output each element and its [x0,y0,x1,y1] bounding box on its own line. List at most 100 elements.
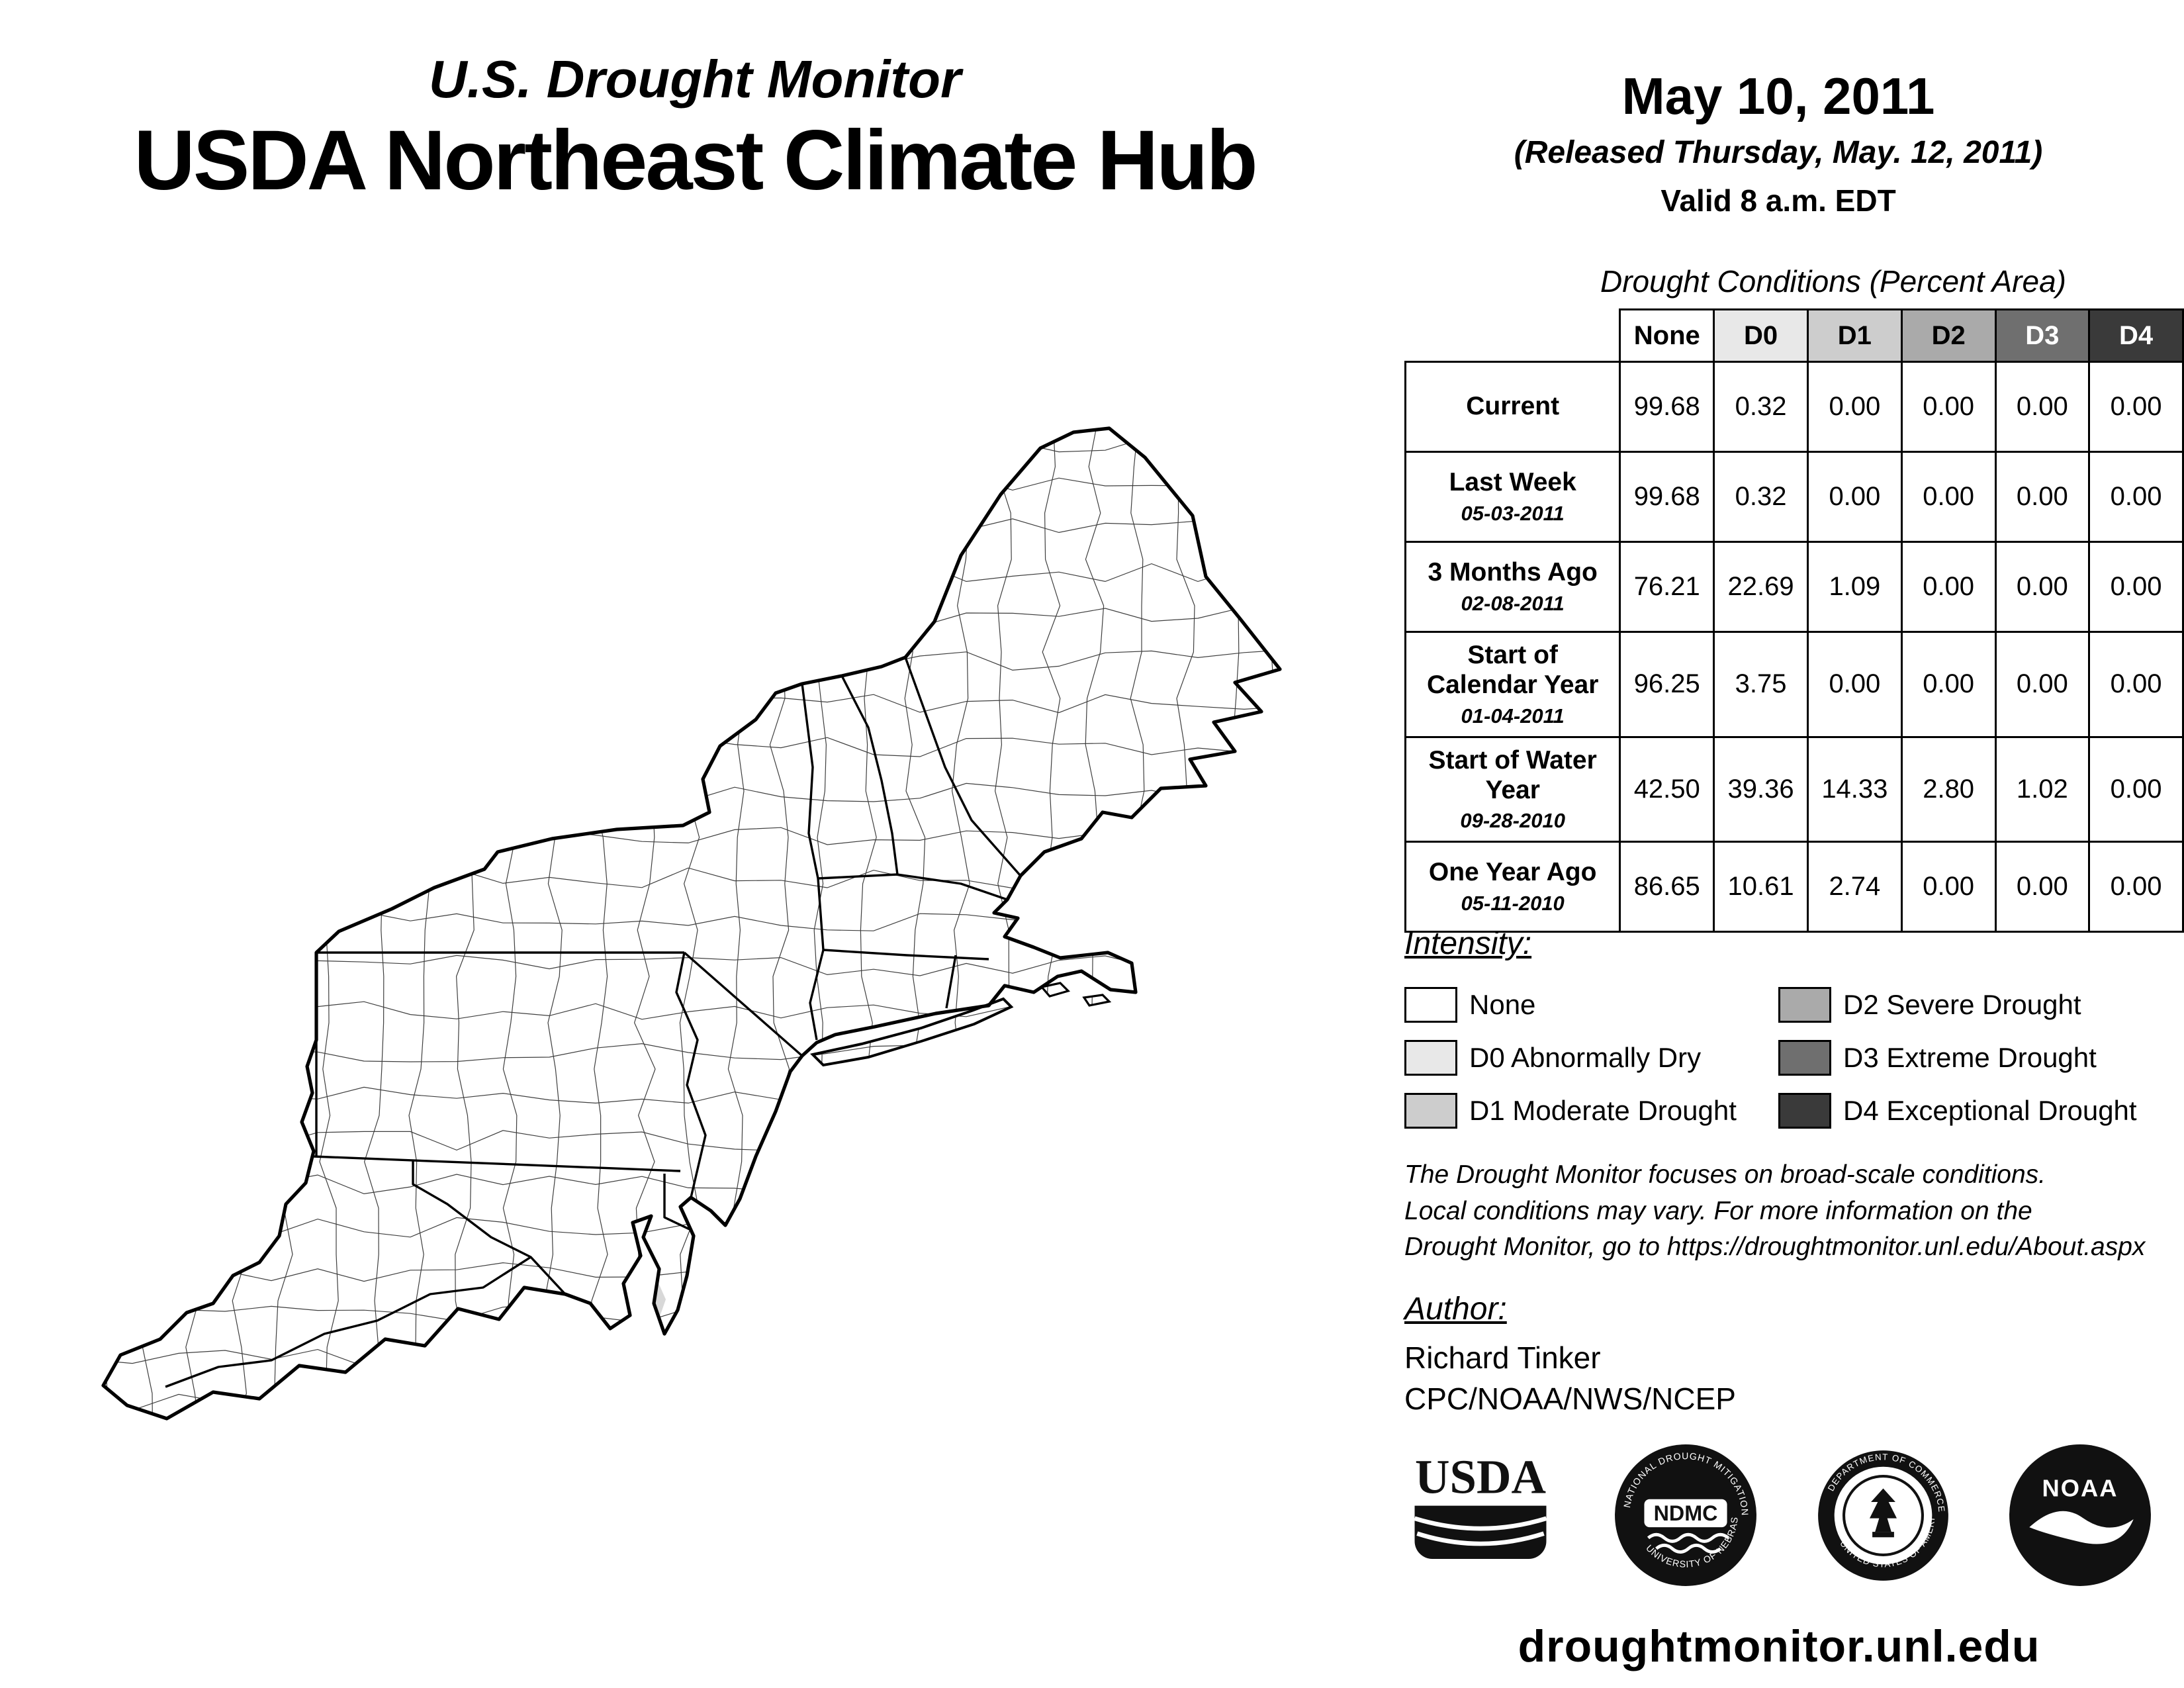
value-cell: 0.00 [2088,631,2184,738]
legend-label: None [1469,989,1536,1020]
legend-swatch-d2 [1778,987,1831,1023]
logo-row: USDA NATIONAL DROUGHT MITIGATION CENTER … [1404,1433,2154,1592]
row-header: Start of Calendar Year 01-04-2011 [1404,631,1621,738]
row-header: 3 Months Ago 02-08-2011 [1404,541,1621,633]
author-org: CPC/NOAA/NWS/NCEP [1404,1382,1736,1416]
ndmc-logo-text: NDMC [1654,1501,1718,1525]
noaa-logo: NOAA [2007,1442,2154,1592]
legend-label: D2 Severe Drought [1843,989,2081,1020]
value-cell: 0.00 [1900,451,1997,543]
row-date: 05-03-2011 [1461,501,1565,525]
legend-item-d2: D2 Severe Drought [1778,987,2159,1023]
table-header-row: None D0 D1 D2 D3 D4 [1405,308,2184,363]
value-cell: 0.00 [2088,451,2184,543]
usda-logo-text: USDA [1415,1450,1546,1504]
col-header-none: None [1619,308,1715,363]
row-header: Current [1404,361,1621,453]
value-cell: 0.00 [2088,361,2184,453]
value-cell: 10.61 [1713,841,1809,933]
col-header-d2: D2 [1900,308,1997,363]
value-cell: 0.00 [1994,361,2091,453]
legend-item-none: None [1404,987,1778,1023]
col-header-d1: D1 [1806,308,1903,363]
value-cell: 0.00 [1806,361,1903,453]
legend-label: D4 Exceptional Drought [1843,1095,2137,1126]
value-cell: 0.00 [2088,735,2184,843]
table-row-last-week: Last Week 05-03-2011 99.68 0.32 0.00 0.0… [1404,451,2184,543]
value-cell: 0.00 [1994,841,2091,933]
value-cell: 2.80 [1900,735,1997,843]
table-row-3-months-ago: 3 Months Ago 02-08-2011 76.21 22.69 1.09… [1404,541,2184,633]
value-cell: 1.02 [1994,735,2091,843]
value-cell: 22.69 [1713,541,1809,633]
col-header-d0: D0 [1713,308,1809,363]
legend-swatch-d1 [1404,1093,1457,1129]
value-cell: 0.00 [1900,361,1997,453]
value-cell: 0.32 [1713,451,1809,543]
value-cell: 39.36 [1713,735,1809,843]
legend-item-d3: D3 Extreme Drought [1778,1040,2159,1076]
col-header-d4: D4 [2088,308,2184,363]
monitor-title: U.S. Drought Monitor [428,50,962,109]
northeast-map-svg [86,420,1330,1479]
value-cell: 0.00 [1900,631,1997,738]
usda-logo: USDA [1404,1442,1557,1591]
legend-swatch-d3 [1778,1040,1831,1076]
value-cell: 0.00 [1806,631,1903,738]
value-cell: 2.74 [1806,841,1903,933]
row-date: 02-08-2011 [1461,591,1565,615]
intensity-heading: Intensity: [1404,926,1532,961]
legend-item-d4: D4 Exceptional Drought [1778,1093,2159,1129]
drought-conditions-table: None D0 D1 D2 D3 D4 Current 99.68 0.32 0… [1404,308,2184,933]
value-cell: 0.00 [1806,451,1903,543]
value-cell: 86.65 [1619,841,1715,933]
row-label: Current [1466,392,1560,421]
author-name: Richard Tinker [1404,1340,1601,1375]
table-row-one-year-ago: One Year Ago 05-11-2010 86.65 10.61 2.74… [1404,841,2184,933]
title-block: U.S. Drought Monitor USDA Northeast Clim… [40,52,1350,205]
table-row-current: Current 99.68 0.32 0.00 0.00 0.00 0.00 [1404,361,2184,453]
value-cell: 0.32 [1713,361,1809,453]
commerce-eagle-emblem [1869,1488,1897,1532]
author-heading: Author: [1404,1291,1507,1327]
northeast-drought-map [86,420,1330,1479]
row-header: Start of Water Year 09-28-2010 [1404,735,1621,843]
value-cell: 3.75 [1713,631,1809,738]
row-label: Start of Calendar Year [1426,641,1599,699]
value-cell: 76.21 [1619,541,1715,633]
legend-label: D1 Moderate Drought [1469,1095,1737,1126]
row-header: Last Week 05-03-2011 [1404,451,1621,543]
value-cell: 0.00 [1900,841,1997,933]
table-row-start-water-year: Start of Water Year 09-28-2010 42.50 39.… [1404,735,2184,843]
disclaimer-line: The Drought Monitor focuses on broad-sca… [1404,1160,2046,1189]
row-header: One Year Ago 05-11-2010 [1404,841,1621,933]
legend-swatch-d4 [1778,1093,1831,1129]
value-cell: 0.00 [1994,541,2091,633]
row-date: 01-04-2011 [1461,704,1565,727]
row-label: 3 Months Ago [1428,558,1598,587]
row-label: Last Week [1449,468,1576,497]
table-row-start-calendar-year: Start of Calendar Year 01-04-2011 96.25 … [1404,631,2184,738]
value-cell: 1.09 [1806,541,1903,633]
date-block: May 10, 2011 (Released Thursday, May. 12… [1404,66,2152,218]
value-cell: 96.25 [1619,631,1715,738]
disclaimer-line: Drought Monitor, go to https://droughtmo… [1404,1233,2146,1262]
row-date: 05-11-2010 [1461,892,1565,915]
value-cell: 42.50 [1619,735,1715,843]
row-date: 09-28-2010 [1460,809,1565,833]
value-cell: 99.68 [1619,451,1715,543]
region-title: USDA Northeast Climate Hub [134,113,1257,208]
table-title: Drought Conditions (Percent Area) [1600,264,2066,299]
col-header-d3: D3 [1994,308,2091,363]
row-label: Start of Water Year [1428,745,1597,804]
noaa-logo-text: NOAA [2042,1475,2118,1502]
legend-item-d0: D0 Abnormally Dry [1404,1040,1778,1076]
state-boundaries [165,657,1022,1388]
row-label: One Year Ago [1428,858,1597,887]
legend-label: D0 Abnormally Dry [1469,1042,1702,1073]
disclaimer-line: Local conditions may vary. For more info… [1404,1196,2032,1225]
release-date: (Released Thursday, May. 12, 2011) [1514,135,2043,170]
value-cell: 14.33 [1806,735,1903,843]
value-cell: 0.00 [2088,841,2184,933]
